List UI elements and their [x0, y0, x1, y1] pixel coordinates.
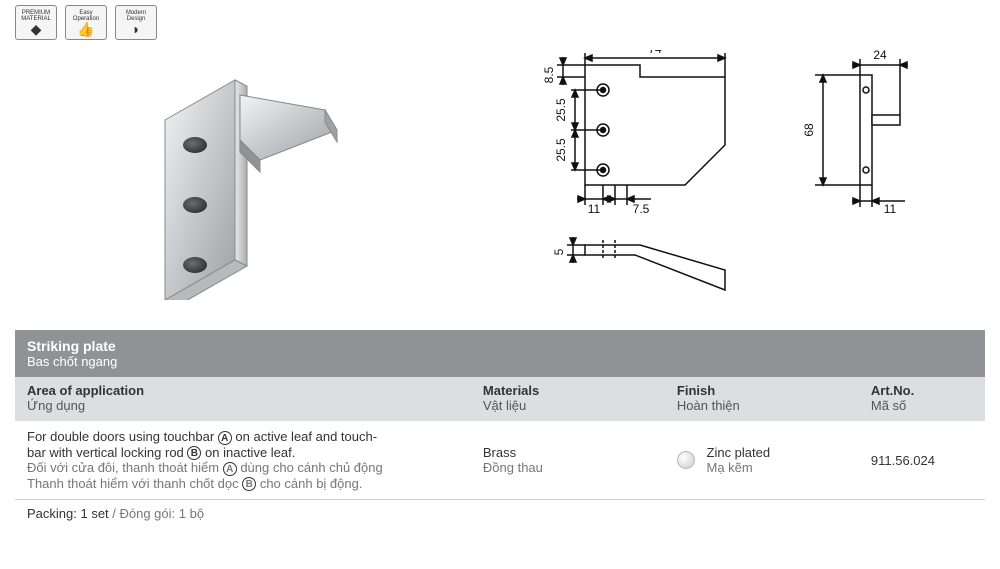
th-application: Area of application Ứng dụng [15, 377, 471, 421]
dim-text: 74 [648, 50, 662, 56]
diamond-icon: ◆ [31, 22, 42, 36]
spec-table: Area of application Ứng dụng Materials V… [15, 377, 985, 500]
cell-finish: Zinc plated Mạ kẽm [665, 421, 859, 500]
badges-row: PREMIUM MATERIAL ◆ Easy Operation 👍 Mode… [15, 5, 985, 40]
technical-drawing: 74 8.5 25.5 25.5 [495, 45, 985, 315]
design-icon: ◗ [132, 22, 140, 36]
dim-text: 25.5 [554, 138, 568, 162]
cell-artno: 911.56.024 [859, 421, 985, 500]
mark-b-icon: B [242, 477, 256, 491]
title-en: Striking plate [27, 338, 973, 354]
dim-text: 25.5 [554, 98, 568, 122]
dim-text: 7.5 [633, 202, 650, 216]
th-finish: Finish Hoàn thiện [665, 377, 859, 421]
packing-info: Packing: 1 set / Đóng gói: 1 bộ [15, 500, 985, 527]
badge-easy: Easy Operation 👍 [65, 5, 107, 40]
dim-text: 11 [884, 202, 897, 216]
th-materials: Materials Vật liệu [471, 377, 665, 421]
dim-text: 68 [802, 123, 816, 137]
thumbs-up-icon: 👍 [77, 22, 94, 36]
th-artno: Art.No. Mã số [859, 377, 985, 421]
dim-text: 8.5 [542, 66, 556, 83]
title-bar: Striking plate Bas chốt ngang [15, 330, 985, 377]
cell-materials: Brass Đồng thau [471, 421, 665, 500]
title-vn: Bas chốt ngang [27, 354, 973, 369]
cell-application: For double doors using touchbar A on act… [15, 421, 471, 500]
dim-text: 11 [588, 202, 601, 216]
table-row: For double doors using touchbar A on act… [15, 421, 985, 500]
dim-text: 24 [873, 50, 887, 62]
finish-swatch-icon [677, 451, 695, 469]
mark-b-icon: B [187, 446, 201, 460]
mark-a-icon: A [218, 431, 232, 445]
badge-premium: PREMIUM MATERIAL ◆ [15, 5, 57, 40]
product-photo [15, 45, 495, 315]
mark-a-icon: A [223, 462, 237, 476]
dim-text: 5 [552, 248, 566, 255]
badge-modern: Modern Design ◗ [115, 5, 157, 40]
